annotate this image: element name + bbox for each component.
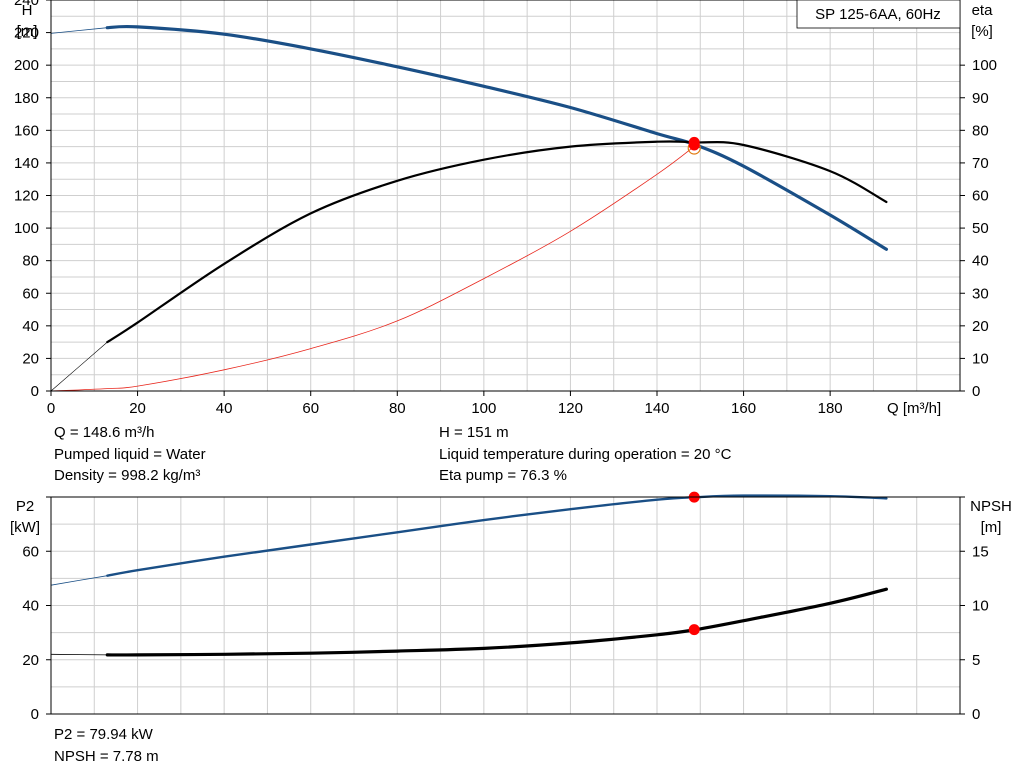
y-left-tick-label: 160 <box>14 122 39 139</box>
x-tick-label: 140 <box>644 400 669 417</box>
y-left-tick-label: 0 <box>31 706 39 723</box>
bottom-chart-grid <box>51 497 960 714</box>
y-left-tick-label: 40 <box>22 598 39 615</box>
y-left-tick-label: 220 <box>14 25 39 42</box>
x-tick-label: 160 <box>731 400 756 417</box>
info-block-left: Q = 148.6 m³/h Pumped liquid = Water Den… <box>54 422 206 487</box>
y-right-tick-label: 10 <box>972 350 989 367</box>
p2-curve-extension <box>50 575 108 586</box>
x-tick-label: 180 <box>818 400 843 417</box>
head-axis-name: H <box>22 2 33 19</box>
y-right-tick-label: 80 <box>972 122 989 139</box>
y-right-tick-label: 30 <box>972 285 989 302</box>
npsh-axis-name: NPSH <box>970 498 1012 515</box>
y-left-tick-label: 60 <box>22 543 39 560</box>
p2-axis-unit: [kW] <box>10 519 40 536</box>
y-right-tick-label: 15 <box>972 543 989 560</box>
legend-box <box>796 0 961 29</box>
system-curve <box>50 144 697 392</box>
eta-axis-unit: [%] <box>971 23 993 40</box>
y-right-tick-label: 5 <box>972 652 980 669</box>
y-left-tick-label: 40 <box>22 318 39 335</box>
head-curve <box>105 24 888 251</box>
y-left-tick-label: 240 <box>14 0 39 9</box>
p2-curve <box>106 494 888 577</box>
y-left-tick-label: 80 <box>22 253 39 270</box>
top-chart-series <box>50 24 888 392</box>
x-tick-label: 0 <box>47 400 55 417</box>
bottom-chart-frame <box>50 496 961 715</box>
x-tick-label: 40 <box>216 400 233 417</box>
temperature-readout: Liquid temperature during operation = 20… <box>439 445 732 463</box>
eta-readout: Eta pump = 76.3 % <box>439 467 567 484</box>
x-tick-label: 60 <box>302 400 319 417</box>
head-axis-unit: [m] <box>17 23 38 40</box>
efficiency-curve <box>106 140 888 344</box>
density-readout: Density = 998.2 kg/m³ <box>54 467 201 484</box>
eta-axis-name: eta <box>972 2 994 19</box>
y-right-tick-label: 10 <box>972 598 989 615</box>
x-tick-label: 120 <box>558 400 583 417</box>
y-left-tick-label: 120 <box>14 188 39 205</box>
npsh-curve <box>105 587 888 657</box>
y-left-tick-label: 140 <box>14 155 39 172</box>
x-tick-label: 100 <box>471 400 496 417</box>
npsh-readout: NPSH = 7.78 m <box>54 747 159 765</box>
bottom-chart-ticks: 0 20 40 60 0 5 10 15 <box>22 496 989 723</box>
flow-axis-label: Q [m³/h] <box>887 400 941 417</box>
y-right-tick-label: 50 <box>972 220 989 237</box>
x-tick-label: 80 <box>389 400 406 417</box>
y-right-tick-label: 60 <box>972 188 989 205</box>
pumped-liquid-readout: Pumped liquid = Water <box>54 445 206 463</box>
y-right-tick-label: 0 <box>972 706 980 723</box>
head-readout: H = 151 m <box>439 424 509 441</box>
x-tick-label: 20 <box>129 400 146 417</box>
y-right-tick-label: 70 <box>972 155 989 172</box>
y-left-tick-label: 200 <box>14 57 39 74</box>
flow-readout: Q = 148.6 m³/h <box>54 424 155 441</box>
efficiency-curve-extension <box>50 341 108 392</box>
y-left-tick-label: 20 <box>22 652 39 669</box>
npsh-axis-unit: [m] <box>981 519 1002 536</box>
y-right-tick-label: 0 <box>972 383 980 400</box>
npsh-curve-extension <box>50 653 108 656</box>
legend-box-label: SP 125-6AA, 60Hz <box>815 6 941 23</box>
y-left-tick-label: 60 <box>22 285 39 302</box>
y-left-tick-label: 180 <box>14 90 39 107</box>
y-right-tick-label: 40 <box>972 253 989 270</box>
p2-readout: P2 = 79.94 kW <box>54 726 153 743</box>
y-left-tick-label: 100 <box>14 220 39 237</box>
info-block-bottom: P2 = 79.94 kW NPSH = 7.78 m <box>54 724 159 767</box>
top-chart-frame <box>50 0 961 392</box>
y-right-tick-label: 90 <box>972 90 989 107</box>
y-left-tick-label: 0 <box>31 383 39 400</box>
bottom-chart-series <box>50 494 888 657</box>
y-right-tick-label: 100 <box>972 57 997 74</box>
p2-axis-name: P2 <box>16 498 34 515</box>
info-block-right: H = 151 m Liquid temperature during oper… <box>439 422 731 487</box>
top-chart-ticks: 0 20 40 60 80 100 120 140 160 1800204060801001201… <box>14 0 997 417</box>
head-curve-extension <box>50 27 108 34</box>
top-chart-grid <box>51 0 960 391</box>
eta-operating-point <box>688 136 700 148</box>
y-left-tick-label: 20 <box>22 350 39 367</box>
npsh-operating-point <box>688 624 700 636</box>
y-right-tick-label: 20 <box>972 318 989 335</box>
